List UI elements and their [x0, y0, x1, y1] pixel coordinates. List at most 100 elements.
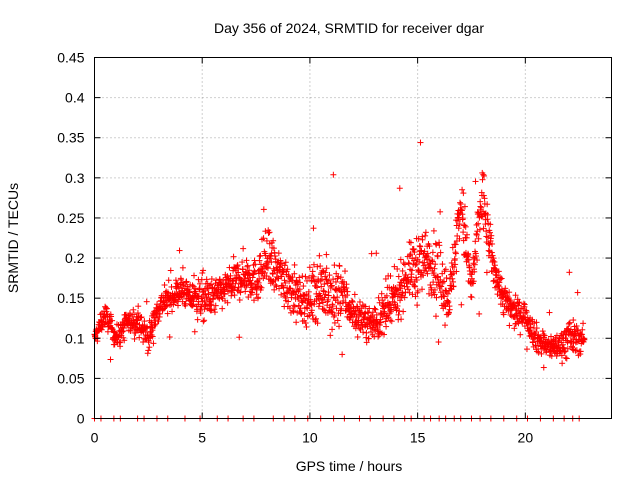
data-point — [189, 282, 196, 289]
data-point — [414, 287, 421, 294]
data-point — [293, 319, 300, 326]
data-point — [110, 328, 117, 335]
data-point — [159, 306, 166, 313]
data-point — [138, 314, 145, 321]
data-point — [463, 231, 470, 238]
data-point — [564, 345, 571, 352]
data-point — [160, 298, 167, 305]
data-point — [310, 225, 317, 232]
data-point — [136, 334, 143, 341]
data-point — [490, 257, 497, 264]
data-point — [317, 293, 324, 300]
data-point — [293, 278, 300, 285]
x-tick-label: 20 — [518, 430, 534, 446]
data-point — [260, 235, 267, 242]
data-point — [261, 269, 268, 276]
data-point — [540, 331, 547, 338]
data-point — [220, 277, 227, 284]
data-point — [487, 221, 494, 228]
data-point — [322, 269, 329, 276]
data-point — [506, 289, 513, 296]
data-point — [579, 326, 586, 333]
data-point — [473, 253, 480, 260]
data-point — [341, 268, 348, 275]
data-point — [432, 261, 439, 268]
data-point — [282, 279, 289, 286]
data-point — [487, 235, 494, 242]
data-point — [459, 186, 466, 193]
data-point — [452, 250, 459, 257]
data-point — [169, 308, 176, 315]
data-point — [458, 301, 465, 308]
data-point — [334, 317, 341, 324]
data-point — [351, 291, 358, 298]
data-point — [334, 294, 341, 301]
data-point — [399, 290, 406, 297]
data-point — [401, 294, 408, 301]
data-point — [264, 265, 271, 272]
data-point — [325, 292, 332, 299]
data-point — [371, 305, 378, 312]
data-point — [405, 286, 412, 293]
data-point — [481, 195, 488, 202]
data-point — [165, 277, 172, 284]
data-point — [290, 307, 297, 314]
data-point — [511, 325, 518, 332]
data-point — [326, 272, 333, 279]
data-point — [449, 244, 456, 251]
data-point — [398, 282, 405, 289]
data-point — [398, 316, 405, 323]
data-point — [173, 280, 180, 287]
data-point — [417, 243, 424, 250]
data-point — [387, 272, 394, 279]
data-point — [303, 323, 310, 330]
data-point — [147, 323, 154, 330]
data-point — [396, 308, 403, 315]
data-point — [470, 278, 477, 285]
data-point — [330, 171, 337, 178]
data-point — [246, 267, 253, 274]
data-point — [191, 328, 198, 335]
data-point — [248, 280, 255, 287]
data-point — [369, 309, 376, 316]
data-point — [207, 302, 214, 309]
data-point — [309, 268, 316, 275]
data-point — [254, 283, 261, 290]
data-point — [210, 292, 217, 299]
data-point — [279, 283, 286, 290]
data-point — [397, 256, 404, 263]
data-point — [541, 332, 548, 339]
data-point — [161, 281, 168, 288]
data-point — [344, 288, 351, 295]
data-point — [573, 323, 580, 330]
data-point — [379, 313, 386, 320]
data-point — [216, 276, 223, 283]
data-point — [517, 331, 524, 338]
data-point — [535, 349, 542, 356]
data-point — [200, 267, 207, 274]
data-point — [484, 211, 491, 218]
data-point — [166, 301, 173, 308]
data-point — [354, 303, 361, 310]
data-point — [437, 208, 444, 215]
data-point — [308, 307, 315, 314]
y-axis-label: SRMTID / TECUs — [5, 183, 21, 293]
data-point — [302, 320, 309, 327]
data-point — [516, 299, 523, 306]
data-point — [483, 269, 490, 276]
data-point — [344, 292, 351, 299]
data-point — [260, 206, 267, 213]
data-point — [430, 227, 437, 234]
data-point — [480, 225, 487, 232]
data-point — [107, 356, 114, 363]
data-point — [196, 280, 203, 287]
data-point — [315, 303, 322, 310]
data-point — [320, 306, 327, 313]
data-point — [300, 283, 307, 290]
y-tick-label: 0.45 — [57, 50, 84, 66]
data-point — [442, 266, 449, 273]
data-point — [416, 242, 423, 249]
data-point — [448, 259, 455, 266]
data-point — [559, 360, 566, 367]
